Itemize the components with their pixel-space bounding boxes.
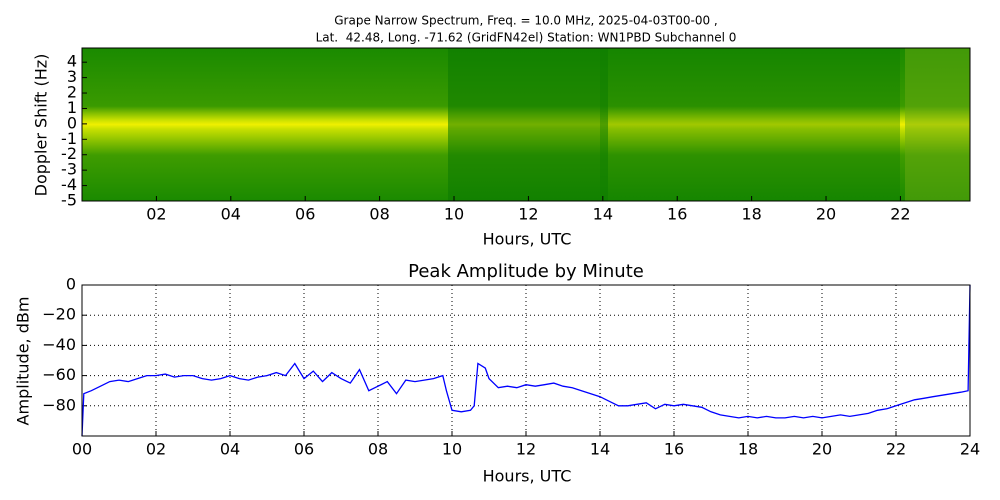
x-tick-label: 10 [444,205,464,224]
x-tick-label: 22 [890,205,910,224]
y-tick-label: 3 [67,67,77,86]
x-tick-label: 10 [442,440,462,459]
x-tick-label: 14 [593,205,613,224]
x-tick-label: 06 [294,440,314,459]
y-tick-label: −20 [42,305,76,324]
x-tick-label: 20 [812,440,832,459]
chart-title: Peak Amplitude by Minute [408,261,644,282]
x-tick-label: 20 [816,205,836,224]
spectrogram-image [82,48,970,201]
x-tick-label: 12 [516,440,536,459]
x-tick-label: 24 [960,440,980,459]
spectrogram-subtitle: Lat. 42.48, Long. -71.62 (GridFN42el) St… [316,31,737,45]
y-tick-label: -3 [61,160,77,179]
line-series [81,284,971,437]
x-tick-label: 00 [72,440,92,459]
x-axis-label: Hours, UTC [483,467,572,486]
y-tick-label: -4 [61,175,77,194]
x-axis-label: Hours, UTC [483,230,572,249]
plot-frame [81,47,971,202]
x-tick-label: 04 [220,440,240,459]
spectrogram-title: Grape Narrow Spectrum, Freq. = 10.0 MHz,… [334,14,717,28]
x-tick-label: 02 [146,440,166,459]
y-tick-label: −60 [42,365,76,384]
x-tick-label: 18 [741,205,761,224]
y-tick-label: -2 [61,144,77,163]
x-tick-label: 22 [886,440,906,459]
x-tick-label: 16 [664,440,684,459]
x-tick-label: 16 [667,205,687,224]
x-tick-label: 08 [369,205,389,224]
y-tick-label: 4 [67,52,77,71]
x-tick-label: 14 [590,440,610,459]
y-tick-label: -1 [61,129,77,148]
y-tick-label: 0 [66,275,76,294]
y-tick-label: -5 [61,191,77,210]
x-tick-label: 04 [221,205,241,224]
y-tick-label: 1 [67,98,77,117]
x-tick-label: 18 [738,440,758,459]
x-tick-label: 12 [518,205,538,224]
y-axis-label: Doppler Shift (Hz) [32,54,51,197]
x-tick-label: 02 [146,205,166,224]
y-tick-label: 0 [67,113,77,132]
x-tick-label: 06 [295,205,315,224]
y-tick-label: 2 [67,83,77,102]
y-tick-label: −40 [42,335,76,354]
y-tick-label: −80 [42,395,76,414]
y-axis-label: Amplitude, dBm [14,297,33,426]
plot-frame [81,284,971,437]
x-tick-label: 08 [368,440,388,459]
